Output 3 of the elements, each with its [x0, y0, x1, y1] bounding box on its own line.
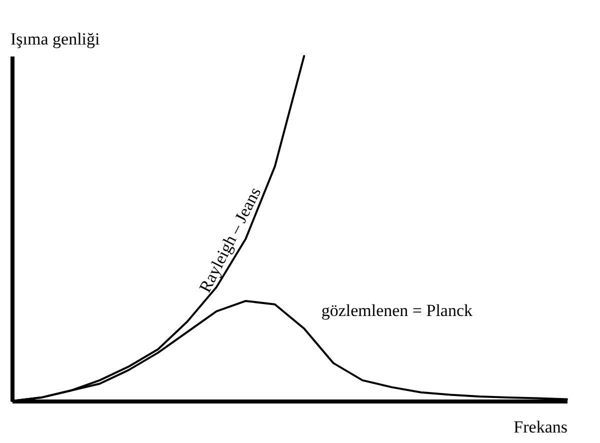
series-label: gözlemlenen = Planck [321, 300, 474, 320]
x-axis-title: Frekans [514, 418, 568, 436]
y-axis-title: Işıma genliği [10, 30, 100, 48]
